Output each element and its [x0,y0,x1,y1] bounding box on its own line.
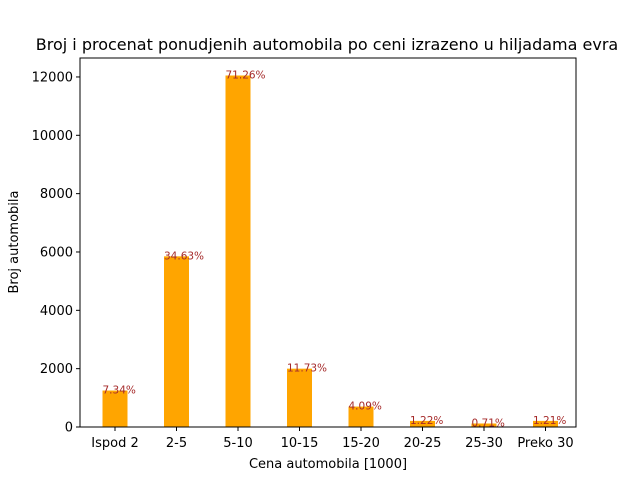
data-labels-layer: 7.34% 34.63% 71.26% 11.73% 4.09% 1.22% 0.71% 1.… [103,70,567,430]
data-label-3: 11.73% [287,363,327,375]
bar-2 [225,75,251,427]
x-tick-label-2: 5-10 [223,436,253,451]
bar-7 [533,420,558,427]
bar-4 [348,406,374,427]
data-label-0: 7.34% [103,385,136,397]
y-tick-label-3: 6000 [40,245,73,260]
x-axis: Ispod 2 2-5 5-10 10-15 15-20 20-25 25-30 Preko … [91,427,574,451]
y-tick-label-0: 0 [65,421,73,436]
y-tick-label-1: 2000 [40,362,73,377]
bar-5 [410,420,435,427]
bar-1 [164,256,189,427]
y-tick-label-2: 4000 [40,304,73,319]
x-tick-label-5: 20-25 [404,436,442,451]
bars-layer [102,75,558,427]
data-label-6: 0.71% [472,417,505,429]
bar-0 [102,390,128,427]
data-label-5: 1.22% [410,415,443,427]
x-tick-label-7: Preko 30 [517,436,573,451]
chart-title: Broj i procenat ponudjenih automobila po… [36,35,618,54]
x-axis-label: Cena automobila [1000] [249,457,407,472]
x-tick-label-0: Ispod 2 [91,436,138,451]
x-tick-label-3: 10-15 [281,436,319,451]
x-tick-label-1: 2-5 [166,436,187,451]
data-label-1: 34.63% [164,250,204,262]
y-axis-label: Broj automobila [7,191,22,294]
data-label-2: 71.26% [226,70,266,82]
y-tick-label-5: 10000 [32,129,73,144]
y-tick-label-6: 12000 [32,70,73,85]
x-tick-label-6: 25-30 [465,436,503,451]
x-tick-label-4: 15-20 [342,436,380,451]
data-label-7: 1.21% [533,415,566,427]
y-axis: 0 2000 4000 6000 8000 10000 12000 [32,70,80,436]
plot-frame [79,57,577,428]
bar-6 [471,423,497,427]
data-label-4: 4.09% [349,401,382,413]
y-tick-label-4: 8000 [40,187,73,202]
bar-3 [287,368,312,427]
